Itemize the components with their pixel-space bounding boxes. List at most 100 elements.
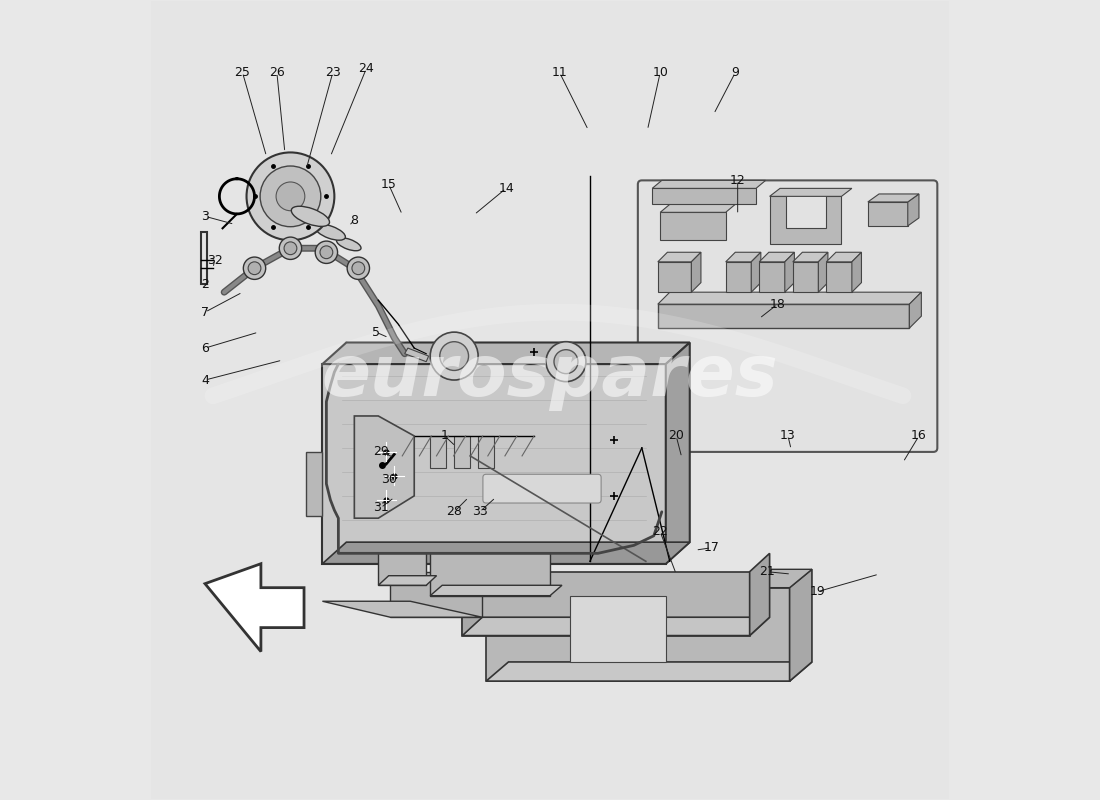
Polygon shape — [790, 570, 812, 681]
Text: 31: 31 — [373, 502, 388, 514]
Text: 15: 15 — [381, 178, 397, 191]
Text: 26: 26 — [270, 66, 285, 79]
Polygon shape — [910, 292, 922, 328]
Text: 4: 4 — [201, 374, 209, 386]
Text: 19: 19 — [810, 585, 825, 598]
Polygon shape — [660, 212, 726, 240]
Circle shape — [320, 246, 333, 258]
Polygon shape — [750, 554, 770, 635]
Polygon shape — [658, 304, 910, 328]
Circle shape — [260, 166, 321, 226]
Polygon shape — [726, 262, 751, 292]
Polygon shape — [462, 554, 482, 635]
Polygon shape — [658, 292, 922, 304]
Polygon shape — [793, 252, 828, 262]
Polygon shape — [354, 416, 415, 518]
Polygon shape — [486, 588, 790, 681]
Circle shape — [352, 262, 365, 274]
Text: 16: 16 — [911, 430, 927, 442]
Text: 13: 13 — [780, 430, 796, 442]
Polygon shape — [454, 436, 470, 468]
Text: 9: 9 — [732, 66, 739, 79]
Polygon shape — [322, 602, 482, 618]
Polygon shape — [478, 436, 494, 468]
Polygon shape — [390, 572, 482, 618]
Polygon shape — [868, 202, 908, 226]
Polygon shape — [851, 252, 861, 292]
Polygon shape — [322, 342, 690, 364]
Polygon shape — [759, 262, 784, 292]
Text: 12: 12 — [729, 174, 746, 187]
Polygon shape — [908, 194, 918, 226]
Text: 24: 24 — [359, 62, 374, 75]
Ellipse shape — [292, 206, 330, 226]
Text: 17: 17 — [703, 542, 719, 554]
Polygon shape — [826, 262, 851, 292]
Text: 8: 8 — [350, 214, 359, 227]
Polygon shape — [430, 436, 447, 468]
Text: 25: 25 — [234, 66, 251, 79]
Polygon shape — [205, 564, 304, 651]
Polygon shape — [658, 252, 701, 262]
Circle shape — [246, 153, 334, 240]
Text: 14: 14 — [498, 182, 514, 195]
Circle shape — [430, 332, 478, 380]
Bar — [201, 232, 208, 284]
Polygon shape — [378, 576, 437, 586]
Circle shape — [440, 342, 469, 370]
Text: 11: 11 — [552, 66, 568, 79]
Text: 33: 33 — [472, 506, 487, 518]
Polygon shape — [726, 252, 761, 262]
Circle shape — [546, 342, 586, 382]
Polygon shape — [430, 554, 550, 596]
Ellipse shape — [337, 238, 361, 250]
Circle shape — [284, 242, 297, 254]
Polygon shape — [322, 364, 666, 564]
Text: 10: 10 — [652, 66, 668, 79]
Circle shape — [279, 237, 301, 259]
Circle shape — [316, 241, 338, 263]
Polygon shape — [666, 342, 690, 564]
Text: 6: 6 — [201, 342, 209, 354]
Text: 30: 30 — [381, 474, 397, 486]
Polygon shape — [486, 662, 812, 681]
Circle shape — [249, 262, 261, 274]
Polygon shape — [770, 188, 851, 196]
Polygon shape — [307, 452, 322, 516]
Polygon shape — [430, 586, 562, 596]
Polygon shape — [818, 252, 828, 292]
Text: 7: 7 — [201, 306, 209, 318]
Circle shape — [554, 350, 578, 374]
Text: 29: 29 — [373, 446, 388, 458]
Text: 23: 23 — [324, 66, 341, 79]
Polygon shape — [750, 570, 812, 588]
Polygon shape — [868, 194, 918, 202]
FancyBboxPatch shape — [483, 474, 601, 503]
Text: 32: 32 — [207, 254, 222, 266]
Polygon shape — [692, 252, 701, 292]
Text: 21: 21 — [759, 566, 775, 578]
Text: 1: 1 — [441, 430, 449, 442]
Text: 5: 5 — [372, 326, 379, 338]
Polygon shape — [770, 196, 842, 244]
FancyBboxPatch shape — [638, 180, 937, 452]
Text: 18: 18 — [770, 298, 785, 310]
Polygon shape — [751, 252, 761, 292]
Text: 3: 3 — [201, 210, 209, 223]
Polygon shape — [793, 262, 818, 292]
Polygon shape — [322, 542, 690, 564]
Circle shape — [348, 257, 370, 279]
Text: 22: 22 — [652, 526, 668, 538]
Polygon shape — [660, 204, 735, 212]
Polygon shape — [826, 252, 861, 262]
Text: 20: 20 — [668, 430, 684, 442]
Polygon shape — [570, 596, 666, 662]
Polygon shape — [405, 348, 429, 362]
Polygon shape — [759, 252, 794, 262]
Ellipse shape — [316, 224, 345, 240]
Polygon shape — [378, 554, 426, 586]
Circle shape — [243, 257, 266, 279]
Text: 2: 2 — [201, 278, 209, 290]
Polygon shape — [784, 252, 794, 292]
Circle shape — [276, 182, 305, 210]
